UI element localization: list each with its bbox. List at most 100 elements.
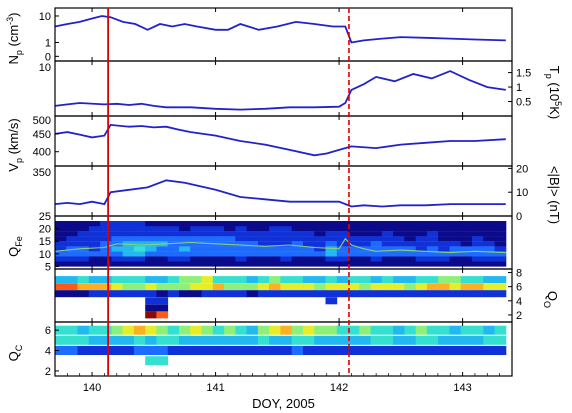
fe-cell (111, 246, 124, 252)
oxygen-cell (179, 290, 191, 298)
fe-cell (167, 256, 180, 262)
fe-cell (269, 226, 281, 232)
fe-cell (235, 256, 247, 262)
oxygen-tick-label-3: 2 (516, 310, 522, 322)
carbon-cell (325, 325, 338, 335)
carbon-cell (415, 325, 428, 335)
carbon-cell (190, 325, 202, 335)
carbon-cell (179, 346, 191, 355)
fe-cell (291, 261, 304, 267)
fe-cell (77, 221, 90, 227)
fe-cell (156, 231, 169, 237)
fe-cell (415, 221, 428, 227)
fe-cell (55, 261, 67, 267)
oxygen-cell (156, 290, 169, 298)
fe-cell (111, 236, 124, 242)
fe-cell (426, 256, 439, 262)
fe-cell (314, 231, 326, 237)
carbon-cell (122, 346, 135, 355)
fe-cell (133, 241, 146, 247)
oxygen-cell (438, 283, 450, 291)
oxygen-cell (55, 276, 67, 284)
oxygen-cell (291, 276, 304, 284)
fe-cell (483, 221, 495, 227)
fe-cell (359, 256, 371, 262)
oxygen-cell (291, 290, 304, 298)
oxygen-cell (381, 283, 394, 291)
fe-cell (145, 251, 157, 257)
carbon-cell (494, 335, 507, 345)
fe-cell (314, 221, 326, 227)
fe-cell (336, 246, 349, 252)
oxygen-cell (122, 276, 135, 284)
fe-cell (100, 226, 112, 232)
fe-cell (55, 236, 67, 242)
fe-cell (460, 246, 473, 252)
fe-cell (122, 261, 135, 267)
fe-cell (336, 226, 349, 232)
fe-cell (246, 221, 259, 227)
carbon-cell (449, 325, 462, 335)
fe-cell (404, 251, 417, 257)
carbon-cell (460, 335, 473, 345)
fe-mean-line (54, 237, 506, 254)
fe-cell (381, 221, 394, 227)
oxygen-cell (325, 297, 338, 305)
fe-cell (280, 251, 293, 257)
carbon-cell (246, 325, 259, 335)
fe-cell (404, 221, 417, 227)
temperature-left-tick-label-0: 10 (39, 62, 51, 74)
fe-cell (122, 251, 135, 257)
oxygen-cell (404, 276, 417, 284)
oxygen-cell (235, 276, 247, 284)
fe-cell (325, 226, 338, 232)
fe-cell (257, 241, 270, 247)
carbon-cell (393, 335, 405, 345)
oxygen-cell (145, 290, 157, 298)
density-tick-label-1: 10 (39, 11, 51, 23)
fe-cell (77, 241, 90, 247)
fe-cell (100, 241, 112, 247)
fe-cell (77, 251, 90, 257)
fe-cell (438, 236, 450, 242)
fe-cell (88, 241, 101, 247)
fe-cell (111, 231, 124, 237)
speed-tick-label-2: 400 (33, 147, 51, 159)
fe-cell (438, 221, 450, 227)
fe-cell (179, 256, 191, 262)
carbon-cell (66, 325, 78, 335)
carbon-cell (201, 335, 214, 345)
fe-cell (88, 261, 101, 267)
fe-cell (460, 256, 473, 262)
oxygen-cell (415, 276, 428, 284)
carbon-cell (381, 335, 394, 345)
carbon-cell (483, 335, 495, 345)
fe-cell (156, 261, 169, 267)
carbon-cell (179, 325, 191, 335)
carbon-cell (438, 325, 450, 335)
fe-cell (494, 236, 507, 242)
carbon-cell (314, 325, 326, 335)
fe-cell (314, 251, 326, 257)
fe-cell (280, 231, 293, 237)
oxygen-cell (303, 283, 315, 291)
oxygen-cell (370, 283, 383, 291)
fe-cell (460, 236, 473, 242)
oxygen-cell (303, 276, 315, 284)
fe-cell (66, 236, 78, 242)
fe-cell (190, 226, 202, 232)
fe-cell (370, 241, 383, 247)
temperature-tick-label-0: 1.5 (516, 68, 531, 80)
fe-cell (88, 251, 101, 257)
fe-cell (77, 256, 90, 262)
oxygen-cell (494, 276, 507, 284)
carbon-cell (235, 346, 247, 355)
oxygen-cell (325, 276, 338, 284)
carbon-cell (122, 325, 135, 335)
fe-cell (201, 261, 214, 267)
carbon-cell (246, 346, 259, 355)
fe-cell (156, 221, 169, 227)
carbon-cell (314, 335, 326, 345)
oxygen-cell (179, 283, 191, 291)
